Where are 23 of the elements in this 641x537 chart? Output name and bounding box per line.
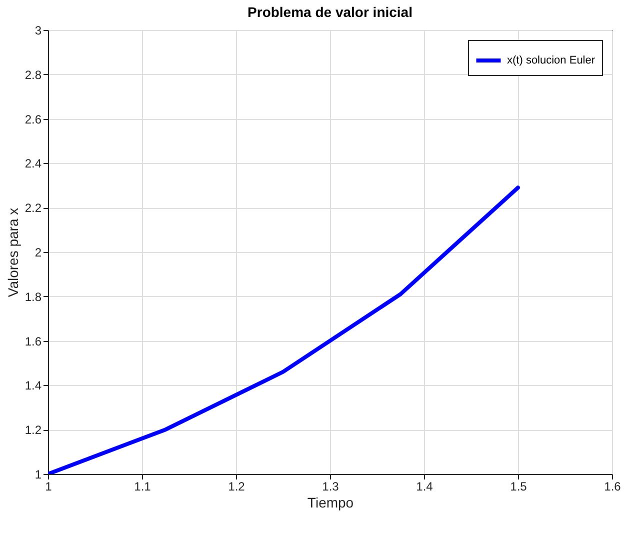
x-tick-label: 1.1	[134, 480, 152, 494]
x-tick-label: 1	[45, 480, 52, 494]
y-tick-label: 1.6	[24, 334, 42, 348]
y-axis-title: Valores para x	[4, 208, 21, 298]
y-tick-label: 2.4	[24, 156, 42, 171]
x-tick-label: 1.2	[228, 480, 246, 494]
chart-title: Problema de valor inicial	[248, 4, 412, 20]
y-tick-label: 2.8	[24, 68, 42, 82]
line-series	[48, 186, 520, 474]
legend-label: x(t) solucion Euler	[507, 54, 596, 66]
y-tick-label: 1.4	[24, 378, 42, 393]
y-tick-label: 2.2	[24, 201, 42, 216]
x-tick-label: 1.5	[510, 480, 528, 494]
y-tick-label: 1.8	[24, 290, 42, 304]
y-tick-label: 1.2	[24, 423, 42, 438]
y-tick-label: 3	[34, 24, 42, 38]
x-tick-label: 1.6	[604, 480, 622, 494]
y-tick-label: 2.6	[24, 112, 42, 126]
x-tick-label: 1.3	[322, 480, 340, 494]
x-axis-title: Tiempo	[307, 494, 354, 510]
y-tick-label: 1	[34, 468, 42, 482]
x-tick-label: 1.4	[416, 480, 434, 494]
y-tick-label: 2	[34, 246, 42, 260]
